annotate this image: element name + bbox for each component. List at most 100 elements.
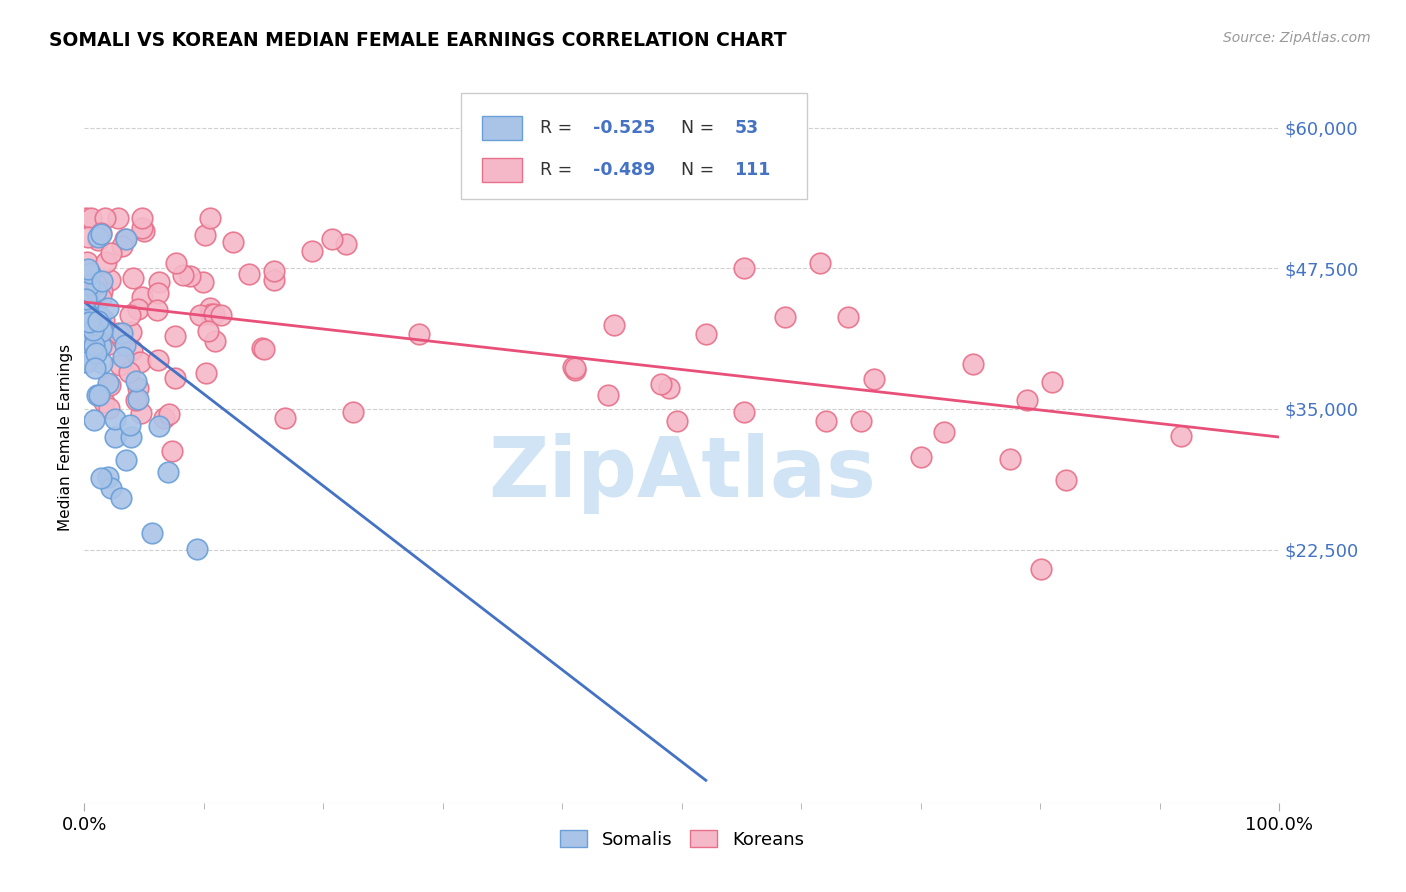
Point <box>90 227 112 241</box>
Point <box>77 293 100 308</box>
Point <box>1040 375 1063 389</box>
Point <box>115 453 138 467</box>
Point <box>1017 392 1039 407</box>
Point <box>84 318 107 332</box>
Y-axis label: Median Female Earnings: Median Female Earnings <box>58 343 73 531</box>
Point <box>198 301 221 315</box>
Point <box>118 418 141 433</box>
Point <box>87 230 110 244</box>
Point <box>1170 429 1192 443</box>
Point <box>79 310 101 324</box>
Point <box>75 310 97 324</box>
Text: -0.525: -0.525 <box>593 120 655 137</box>
Point <box>163 328 186 343</box>
Text: 53: 53 <box>734 120 759 137</box>
Point <box>120 325 142 339</box>
Point <box>90 324 112 338</box>
Point <box>131 290 153 304</box>
Point <box>84 360 107 375</box>
Text: Source: ZipAtlas.com: Source: ZipAtlas.com <box>1223 31 1371 45</box>
Point <box>562 359 585 374</box>
Point <box>129 355 152 369</box>
Point <box>75 342 97 356</box>
Point <box>114 338 136 352</box>
Point <box>862 372 884 386</box>
Point <box>146 302 169 317</box>
Point <box>910 450 932 465</box>
Point <box>89 310 111 324</box>
Point <box>75 276 97 290</box>
Point <box>125 393 148 408</box>
Point <box>93 313 115 327</box>
Point <box>80 321 103 335</box>
Point <box>146 352 169 367</box>
Point <box>321 232 343 246</box>
Point <box>342 405 364 419</box>
Text: 111: 111 <box>734 161 770 179</box>
Point <box>408 327 430 342</box>
Point <box>165 256 187 270</box>
Point <box>253 342 276 356</box>
Text: R =: R = <box>540 161 578 179</box>
Point <box>118 365 141 379</box>
Text: R =: R = <box>540 120 578 137</box>
Point <box>200 307 222 321</box>
Point <box>98 378 121 392</box>
Point <box>98 336 121 351</box>
Point <box>1029 562 1052 576</box>
Point <box>87 314 110 328</box>
Point <box>80 211 103 225</box>
Point <box>121 343 143 357</box>
Point <box>90 323 112 337</box>
Point <box>86 233 108 247</box>
Point <box>93 394 115 409</box>
Point <box>80 349 103 363</box>
Point <box>90 291 112 305</box>
Point <box>79 277 101 292</box>
Point <box>111 333 134 347</box>
Point <box>197 324 219 338</box>
Point <box>157 408 180 422</box>
Text: ZipAtlas: ZipAtlas <box>488 434 876 514</box>
Point <box>603 318 626 333</box>
Point <box>160 444 183 458</box>
Point <box>815 414 838 428</box>
Point <box>301 244 323 259</box>
Bar <box>482 116 522 140</box>
Point <box>75 354 97 368</box>
Point <box>934 425 956 440</box>
Point <box>263 264 285 278</box>
Point <box>131 221 153 235</box>
Point <box>75 211 97 225</box>
Point <box>104 411 127 425</box>
Point <box>114 232 136 246</box>
Point <box>104 429 127 443</box>
Point <box>86 316 108 330</box>
Point <box>209 308 232 322</box>
Point <box>111 239 134 253</box>
Point <box>110 491 132 505</box>
Point <box>808 256 831 270</box>
Point <box>148 275 170 289</box>
FancyBboxPatch shape <box>461 94 807 200</box>
Point <box>79 310 101 324</box>
Point <box>122 271 145 285</box>
Point <box>76 254 98 268</box>
Point <box>97 376 120 391</box>
Point <box>97 301 120 315</box>
Point <box>111 326 134 341</box>
Point <box>172 268 194 283</box>
Point <box>250 342 273 356</box>
Point <box>134 224 156 238</box>
Point <box>90 318 112 333</box>
Point <box>83 337 105 351</box>
Point <box>107 211 129 225</box>
Point <box>238 267 260 281</box>
Point <box>84 277 107 291</box>
Point <box>96 254 118 268</box>
Point <box>75 292 97 306</box>
Point <box>84 346 107 360</box>
Point <box>148 418 170 433</box>
Point <box>83 412 105 426</box>
Point <box>75 305 97 319</box>
